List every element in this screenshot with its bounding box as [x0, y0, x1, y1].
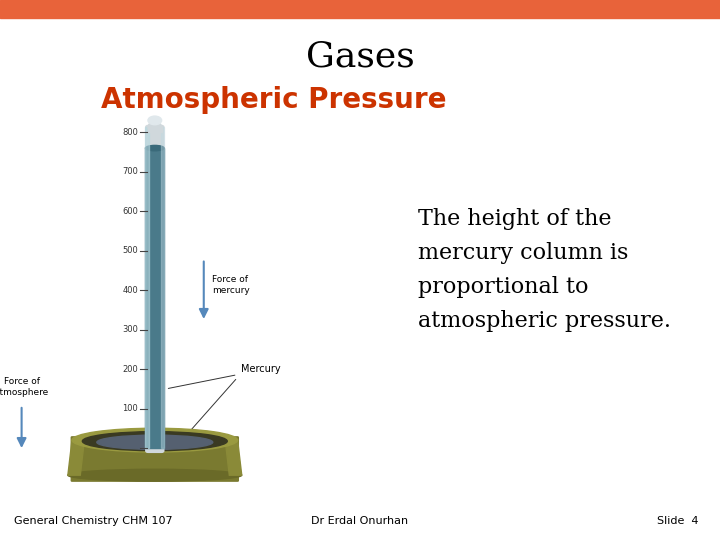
- Text: Dr Erdal Onurhan: Dr Erdal Onurhan: [312, 516, 408, 526]
- Bar: [145, 148, 164, 448]
- Text: Slide  4: Slide 4: [657, 516, 698, 526]
- Text: 100: 100: [122, 404, 138, 413]
- Text: 700: 700: [122, 167, 138, 176]
- Text: The height of the
mercury column is
proportional to
atmospheric pressure.: The height of the mercury column is prop…: [418, 208, 670, 332]
- Bar: [148, 126, 161, 132]
- Text: General Chemistry CHM 107: General Chemistry CHM 107: [14, 516, 173, 526]
- Ellipse shape: [145, 145, 164, 151]
- Text: Gases: Gases: [305, 40, 415, 73]
- Bar: [161, 127, 164, 448]
- Text: Force of
mercury: Force of mercury: [212, 275, 250, 294]
- Ellipse shape: [148, 122, 162, 132]
- Bar: [145, 127, 149, 448]
- Ellipse shape: [148, 116, 162, 125]
- Text: 200: 200: [122, 364, 138, 374]
- Polygon shape: [225, 440, 242, 475]
- Ellipse shape: [72, 428, 238, 452]
- Text: Mercury: Mercury: [241, 364, 281, 374]
- Ellipse shape: [82, 431, 228, 451]
- Ellipse shape: [68, 469, 242, 481]
- Ellipse shape: [96, 435, 213, 449]
- Text: 400: 400: [122, 286, 138, 295]
- Text: 800: 800: [122, 128, 138, 137]
- Text: 600: 600: [122, 207, 138, 216]
- Bar: [0, 0, 720, 18]
- FancyBboxPatch shape: [145, 125, 164, 453]
- Text: 0: 0: [133, 444, 138, 453]
- Text: 500: 500: [122, 246, 138, 255]
- Polygon shape: [68, 440, 84, 475]
- Text: Force of
atmosphere: Force of atmosphere: [0, 377, 49, 397]
- FancyBboxPatch shape: [71, 437, 238, 481]
- Text: Atmospheric Pressure: Atmospheric Pressure: [101, 86, 446, 114]
- Text: 300: 300: [122, 325, 138, 334]
